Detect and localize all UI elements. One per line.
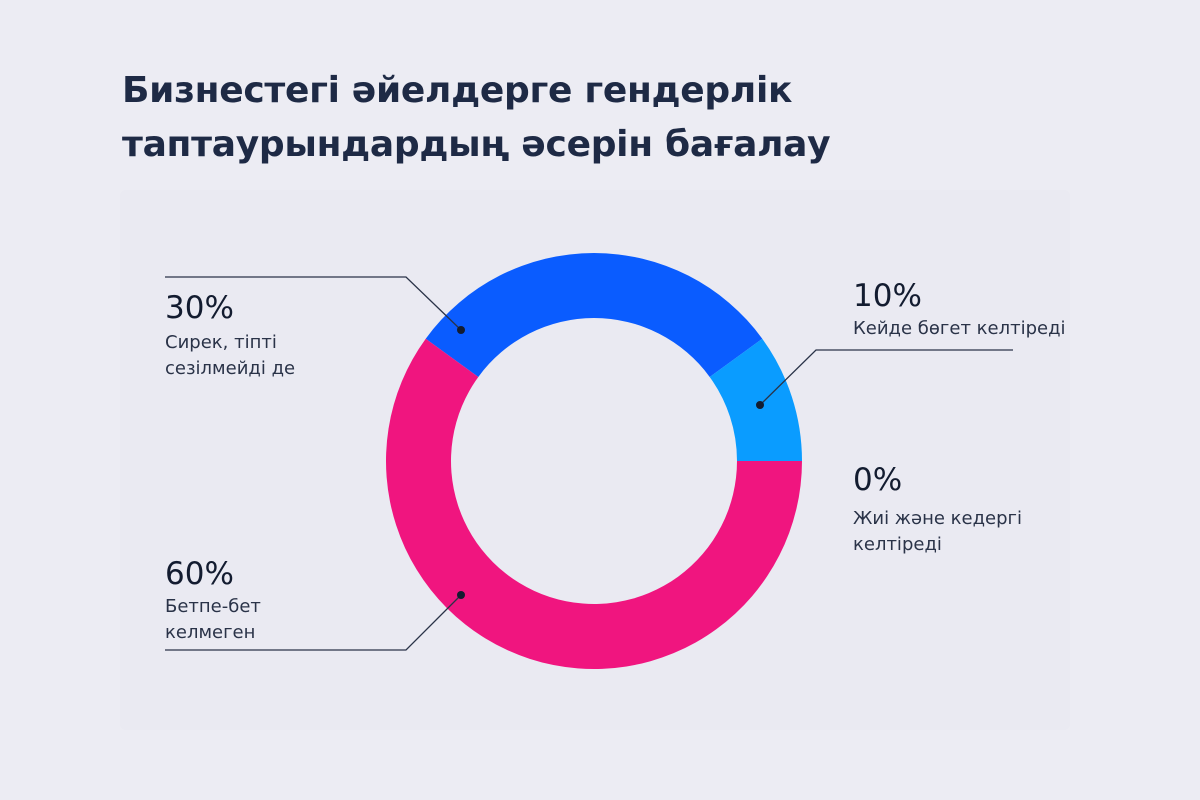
value-label: 60% [165, 556, 234, 592]
leader-line-60 [165, 594, 462, 651]
leader-dot-10 [756, 401, 764, 409]
category-label: Жиі және кедергі келтіреді [853, 508, 1023, 555]
slice-label-0: 0% Жиі және кедергі келтіреді [853, 462, 1073, 558]
donut-slice-3 [386, 338, 802, 669]
category-label: Бетпе-бет келмеген [165, 596, 261, 643]
slice-label-30: 30% Сирек, тіпті сезілмейді де [165, 290, 325, 382]
chart-title: Бизнестегі әйелдерге гендерлік таптаурын… [122, 70, 831, 165]
category-label: Кейде бөгет келтіреді [853, 318, 1066, 339]
donut-slice-0 [425, 252, 763, 377]
leader-dot-60 [457, 591, 465, 599]
category-label: Сирек, тіпті сезілмейді де [165, 332, 296, 379]
value-label: 0% [853, 462, 903, 498]
slice-label-60: 60% Бетпе-бет келмеген [165, 556, 295, 646]
slice-label-10: 10% Кейде бөгет келтіреді [853, 278, 1113, 342]
leader-line-10 [759, 349, 1013, 406]
donut-slice-1 [709, 338, 802, 461]
value-label: 10% [853, 278, 922, 314]
leader-line-30 [165, 276, 462, 331]
value-label: 30% [165, 290, 234, 326]
leader-dot-30 [457, 326, 465, 334]
